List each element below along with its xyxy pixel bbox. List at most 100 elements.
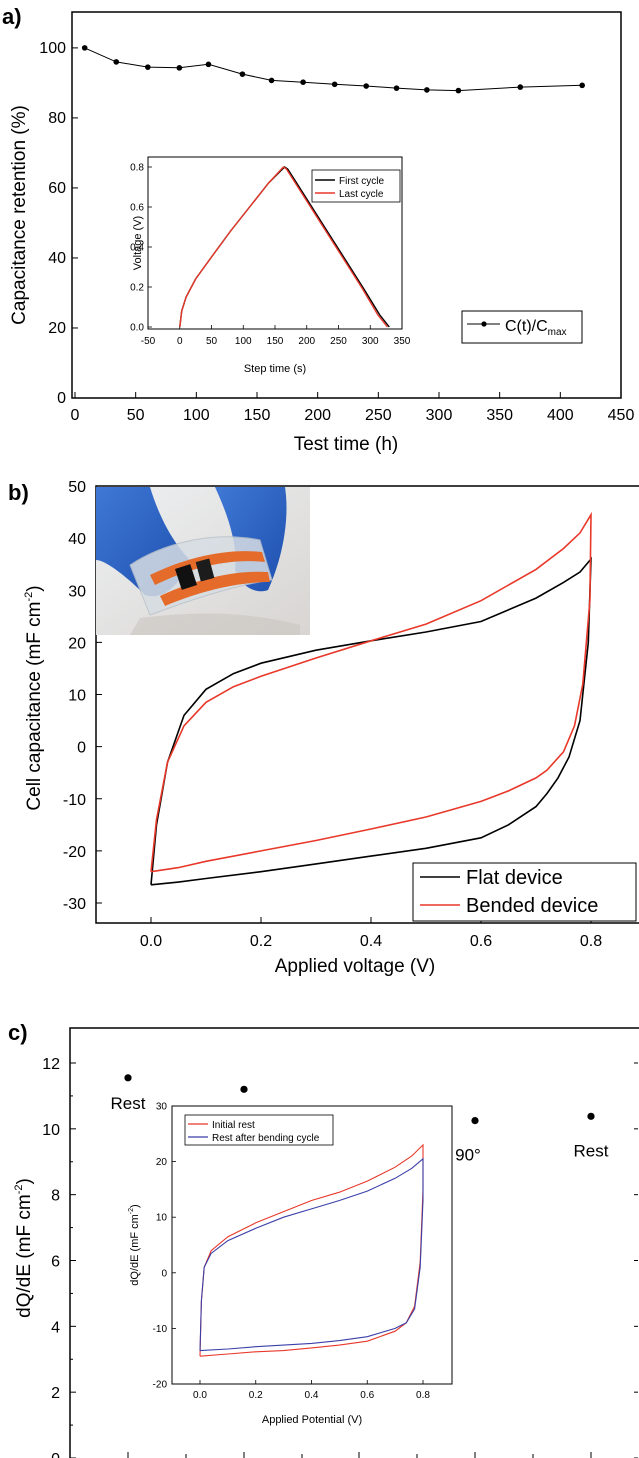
panel-a-x-tick-label: 150 bbox=[244, 407, 271, 424]
panel-b-y-tick-label: -10 bbox=[63, 792, 86, 809]
panel-b-x-tick-label: 0.4 bbox=[360, 933, 382, 950]
panel-b-y-tick-label: 40 bbox=[68, 531, 86, 548]
panel-a-point bbox=[424, 87, 430, 93]
inset-a-x-tick-label: 350 bbox=[394, 336, 411, 347]
inset-c-x-ticks: 0.0 0.2 0.4 0.6 0.8 bbox=[193, 1380, 430, 1401]
panel-c-y-tick-label: 4 bbox=[51, 1319, 60, 1336]
panel-b-y-tick-label: 10 bbox=[68, 688, 86, 705]
panel-b: b) 0.0 0.2 0.4 0.6 0.8 -30-20-1001020304050 … bbox=[8, 479, 639, 977]
panel-a-point bbox=[176, 65, 183, 71]
panel-a-point bbox=[517, 84, 524, 90]
panel-b-x-tick-label: 0.8 bbox=[580, 933, 602, 950]
panel-b-x-ticks: 0.0 0.2 0.4 0.6 0.8 bbox=[140, 917, 602, 950]
panel-b-label: b) bbox=[8, 480, 29, 505]
panel-b-y-axis-title: Cell capacitance (mF cm-2) bbox=[23, 585, 45, 810]
panel-a-point bbox=[363, 83, 370, 89]
panel-b-series-bended bbox=[150, 511, 592, 873]
photo-electrode-bottom bbox=[160, 571, 270, 606]
inset-a-y-tick-label: 0.2 bbox=[130, 283, 144, 294]
inset-c-legend-initial: Initial rest bbox=[212, 1120, 255, 1131]
panel-a-y-tick-label: 100 bbox=[39, 40, 66, 57]
panel-c-point bbox=[240, 1085, 248, 1093]
panel-b-y-ticks: -30 -20 -10 0 10 20 30 40 50 bbox=[63, 479, 102, 913]
panel-a-x-ticks: 0 50 100 150 200 250 300 350 400 450 bbox=[71, 392, 634, 424]
panel-a-point bbox=[239, 71, 246, 77]
inset-c-y-tick-label: -10 bbox=[153, 1324, 168, 1335]
panel-a-x-tick-label: 0 bbox=[71, 407, 80, 424]
panel-a-legend-label: C(t)/Cmax bbox=[505, 318, 567, 338]
photo-active-area-1 bbox=[174, 564, 198, 590]
panel-b-legend-box bbox=[412, 862, 637, 922]
panel-a-point bbox=[393, 85, 400, 91]
panel-a-point bbox=[331, 81, 338, 88]
panel-c-y-ticks: 0 2 4 6 8 10 12 bbox=[42, 1056, 638, 1458]
panel-a-point bbox=[300, 79, 306, 85]
panel-c-point bbox=[587, 1112, 595, 1120]
panel-b-y-tick-label: -30 bbox=[63, 896, 86, 913]
inset-c-series-after-bending bbox=[199, 1157, 424, 1352]
panel-c-y-tick-label: 8 bbox=[51, 1188, 60, 1205]
panel-a-inset: -50 0 50 100 150 200 250 300 350 0.0 0.2 0.4 0.6 0.8… bbox=[130, 156, 411, 375]
inset-a-y-tick-label: 0.4 bbox=[130, 243, 144, 254]
panel-b-y-tick-label: 30 bbox=[68, 583, 86, 600]
photo-substrate-lower bbox=[130, 613, 300, 635]
panel-a-y-tick-label: 20 bbox=[48, 320, 66, 337]
panel-a-y-tick-label: 0 bbox=[57, 390, 66, 407]
panel-a-point bbox=[268, 77, 275, 84]
inset-c-y-tick-label: 30 bbox=[156, 1102, 168, 1113]
panel-a: a) 0 50 100 150 200 250 300 350 400 450 0 20 40 60 80… bbox=[2, 4, 634, 455]
panel-b-x-tick-label: 0.6 bbox=[470, 933, 492, 950]
panel-b-x-tick-label: 0.0 bbox=[140, 933, 162, 950]
inset-c-x-tick-label: 0.0 bbox=[193, 1390, 207, 1401]
panel-a-x-tick-label: 300 bbox=[426, 407, 453, 424]
inset-a-x-tick-label: 300 bbox=[362, 336, 379, 347]
inset-c-x-tick-label: 0.4 bbox=[305, 1390, 319, 1401]
panel-a-x-tick-label: 400 bbox=[547, 407, 574, 424]
inset-a-x-tick-label: 50 bbox=[206, 336, 218, 347]
panel-c-y-tick-label: 0 bbox=[51, 1451, 60, 1458]
panel-a-y-tick-label: 40 bbox=[48, 250, 66, 267]
panel-a-legend-marker bbox=[481, 321, 487, 327]
panel-a-label: a) bbox=[2, 4, 22, 29]
inset-c-series-initial-rest bbox=[199, 1143, 424, 1357]
device-photo bbox=[96, 487, 310, 635]
panel-a-point bbox=[145, 64, 151, 70]
panel-a-y-ticks: 0 20 40 60 80 100 bbox=[39, 40, 78, 407]
inset-c-y-tick-label: 0 bbox=[161, 1268, 167, 1279]
panel-a-x-tick-label: 100 bbox=[183, 407, 210, 424]
panel-a-x-tick-label: 50 bbox=[127, 407, 145, 424]
panel-b-y-tick-label: 0 bbox=[77, 740, 86, 757]
panel-a-legend: C(t)/Cmax bbox=[461, 310, 583, 344]
inset-a-x-ticks: -50 0 50 100 150 200 250 300 350 bbox=[141, 325, 411, 347]
inset-c-data bbox=[199, 1143, 424, 1357]
inset-a-x-tick-label: 100 bbox=[235, 336, 252, 347]
inset-a-y-tick-label: 0.6 bbox=[130, 203, 144, 214]
inset-c-y-axis-title: dQ/dE (mF cm-2) bbox=[128, 1204, 141, 1285]
panel-a-point bbox=[205, 61, 212, 68]
inset-a-legend: First cycle Last cycle bbox=[311, 169, 401, 203]
panel-c-label: c) bbox=[8, 1020, 28, 1045]
panel-c-y-tick-label: 10 bbox=[42, 1122, 60, 1139]
panel-c-frame bbox=[69, 1027, 639, 1458]
inset-a-x-tick-label: 200 bbox=[298, 336, 315, 347]
panel-b-legend: Flat device Bended device bbox=[412, 862, 637, 922]
panel-c-point-label: 90° bbox=[455, 1146, 481, 1165]
panel-c-point bbox=[124, 1074, 132, 1082]
inset-a-legend-first: First cycle bbox=[339, 176, 384, 187]
panel-c-y-tick-label: 12 bbox=[42, 1056, 60, 1073]
inset-a-series-last-cycle bbox=[179, 166, 388, 328]
inset-a-x-tick-label: 250 bbox=[330, 336, 347, 347]
panel-c-inset-frame bbox=[171, 1105, 453, 1385]
panel-a-frame bbox=[71, 11, 622, 399]
panel-b-data bbox=[150, 511, 592, 886]
panel-a-x-tick-label: 250 bbox=[365, 407, 392, 424]
panel-a-point bbox=[81, 45, 88, 51]
inset-a-x-tick-label: -50 bbox=[141, 336, 156, 347]
panel-c-point-label: Rest bbox=[574, 1141, 609, 1160]
panel-a-x-tick-label: 350 bbox=[486, 407, 513, 424]
inset-a-y-tick-label: 0.0 bbox=[130, 323, 144, 334]
panel-a-y-tick-label: 60 bbox=[48, 180, 66, 197]
inset-c-legend-after: Rest after bending cycle bbox=[212, 1133, 320, 1144]
inset-a-y-axis-title: Voltage (V) bbox=[132, 216, 144, 270]
